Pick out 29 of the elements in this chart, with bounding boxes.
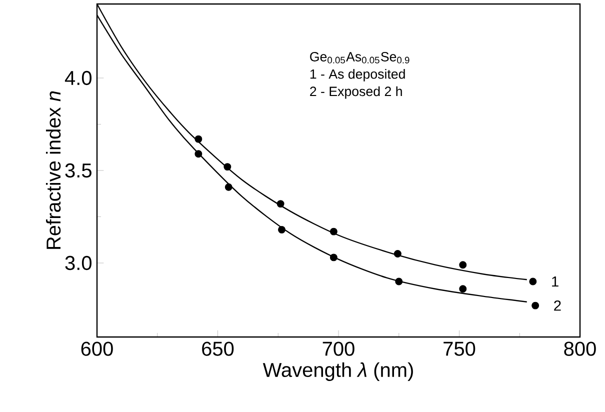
- x-axis-title: Wavength λ (nm): [262, 362, 413, 381]
- x-tick-label: 600: [81, 342, 113, 356]
- point: [394, 250, 402, 258]
- annotation: 2 - Exposed 2 h: [310, 86, 402, 99]
- point: [224, 183, 232, 191]
- x-tick-label: 800: [564, 342, 596, 356]
- point: [532, 302, 540, 310]
- y-tick-label: 4.0: [64, 70, 92, 86]
- point: [459, 285, 467, 293]
- point: [330, 228, 338, 236]
- point: [194, 135, 202, 143]
- point: [330, 254, 338, 262]
- point: [529, 278, 537, 286]
- point: [194, 150, 202, 158]
- point: [276, 200, 284, 208]
- annotation: Ge$_{0.05}$As$_{0.05}$Se$_{0.9}$: [310, 52, 410, 64]
- x-tick-label: 650: [202, 342, 234, 356]
- y-tick-label: 3.0: [65, 256, 92, 270]
- y-axis-title: Refractive index n: [46, 91, 61, 249]
- annotation: 1 - As deposited: [310, 68, 405, 82]
- point: [278, 226, 286, 234]
- series-label: 2: [554, 300, 561, 311]
- point: [395, 278, 403, 286]
- x-tick-label: 750: [444, 342, 476, 356]
- x-tick-label: 700: [322, 342, 354, 356]
- y-tick-label: 3.5: [65, 163, 92, 178]
- point: [224, 163, 232, 171]
- series-label: 1: [552, 276, 558, 287]
- point: [459, 261, 467, 269]
